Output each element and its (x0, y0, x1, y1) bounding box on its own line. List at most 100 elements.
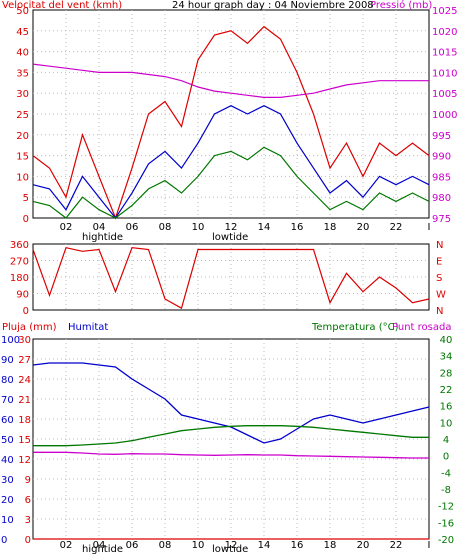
temperature-ticks: -20 -16 -12 -8 -4 0 4 10 16 22 28 34 40 (438, 335, 454, 546)
wind-direction-series (32, 247, 430, 310)
x-tick-label: 12 (225, 222, 238, 233)
pressure-tick-label: 980 (432, 193, 451, 204)
wind-speed-tick-label: 15 (16, 152, 29, 163)
humidity-tick-label: 70 (1, 395, 14, 406)
temperature-tick-label: -12 (438, 502, 454, 513)
hightide-label-1: hightide (82, 232, 123, 243)
rain-humidity-temp-series (32, 362, 430, 540)
pressure-tick-label: 1005 (432, 89, 457, 100)
compass-label: N (436, 306, 443, 317)
pressure-tick-label: 1025 (432, 6, 457, 17)
series-wind-direction (32, 247, 430, 310)
x-tick-label: I (428, 540, 431, 551)
humidity-axis-label: Humitat (68, 322, 108, 333)
direction-tick-label: 360 (10, 240, 29, 251)
rain-axis-label: Pluja (mm) (2, 322, 57, 333)
x-tick-label: 18 (324, 222, 337, 233)
x-tick-label: 16 (291, 540, 304, 551)
wind-speed-tick-label: 45 (16, 27, 29, 38)
temperature-tick-label: 40 (440, 335, 453, 346)
temperature-tick-label: -16 (438, 518, 454, 529)
rain-tick-label: 27 (18, 355, 31, 366)
series-pressi- (32, 63, 429, 99)
rain-tick-label: 30 (18, 335, 31, 346)
series-gust (32, 25, 430, 220)
wind-pressure-series (32, 25, 430, 220)
x-tick-label: 02 (60, 540, 73, 551)
wind-speed-tick-label: 40 (16, 48, 29, 59)
series-min (32, 146, 430, 219)
direction-tick-label: 0 (23, 306, 29, 317)
rain-tick-label: 24 (18, 375, 31, 386)
wind-speed-tick-label: 5 (23, 193, 29, 204)
rain-tick-label: 0 (25, 535, 31, 546)
x-tick-label: 08 (159, 540, 172, 551)
temperature-tick-label: 16 (440, 402, 453, 413)
rain-ticks: 0 3 6 9 12 15 18 21 24 27 30 (18, 335, 31, 546)
pressure-tick-label: 1000 (432, 110, 457, 121)
temperature-tick-label: 10 (440, 418, 453, 429)
rain-humidity-temp-grid (33, 339, 429, 539)
direction-tick-label: 270 (10, 257, 29, 268)
x-tick-label: 14 (258, 222, 271, 233)
pressure-ticks: 975 980 985 990 995 1000 1005 1010 1015 1020 1025 (432, 6, 457, 225)
x-tick-label: 18 (324, 540, 337, 551)
wind-speed-axis-label: Velocitat del vent (kmh) (2, 0, 122, 11)
wind-speed-tick-label: 25 (16, 110, 29, 121)
panel3-x-ticks: 02 04 06 08 10 12 14 16 18 20 22 I (60, 540, 431, 551)
wind-pressure-grid (33, 10, 429, 218)
wind-speed-tick-label: 10 (16, 172, 29, 183)
temperature-tick-label: -8 (441, 485, 451, 496)
direction-tick-label: 180 (10, 273, 29, 284)
rain-tick-label: 6 (25, 495, 31, 506)
panel1-x-ticks: 02 04 06 08 10 12 14 16 18 20 22 I (60, 222, 431, 233)
x-tick-label: 10 (192, 540, 205, 551)
x-tick-label: I (428, 222, 431, 233)
x-tick-label: 04 (93, 222, 106, 233)
rain-tick-label: 21 (18, 395, 31, 406)
x-tick-label: 22 (390, 540, 403, 551)
wind-speed-ticks: 0 5 10 15 20 25 30 35 40 45 50 (16, 6, 29, 225)
rain-tick-label: 12 (18, 455, 31, 466)
temperature-tick-label: 28 (440, 368, 453, 379)
humidity-tick-label: 40 (1, 455, 14, 466)
series-avg (32, 105, 430, 220)
humidity-tick-label: 100 (1, 335, 20, 346)
wind-direction-grid (33, 244, 429, 310)
temperature-tick-label: 0 (443, 452, 449, 463)
pressure-tick-label: 985 (432, 172, 451, 183)
temperature-tick-label: 22 (440, 385, 453, 396)
lowtide-label-3: lowtide (212, 544, 248, 555)
humidity-tick-label: 50 (1, 435, 14, 446)
x-tick-label: 02 (60, 222, 73, 233)
x-tick-label: 12 (225, 540, 238, 551)
pressure-tick-label: 1010 (432, 68, 457, 79)
lowtide-label-1: lowtide (212, 232, 248, 243)
temperature-tick-label: 4 (443, 435, 449, 446)
pressure-tick-label: 995 (432, 131, 451, 142)
series-humitat (32, 362, 430, 444)
direction-degree-ticks: 0 90 180 270 360 (10, 240, 29, 317)
temperature-tick-label: -4 (441, 468, 451, 479)
x-tick-label: 04 (93, 540, 106, 551)
humidity-tick-label: 10 (1, 515, 14, 526)
pressure-tick-label: 1020 (432, 27, 457, 38)
x-tick-label: 20 (357, 540, 370, 551)
compass-label: S (436, 273, 442, 284)
wind-speed-tick-label: 20 (16, 131, 29, 142)
compass-label: E (436, 257, 442, 268)
x-tick-label: 16 (291, 222, 304, 233)
graph-title: 24 hour graph day : 04 Noviembre 2008 (172, 0, 374, 11)
humidity-ticks: 0 10 20 30 40 50 60 70 80 90 100 (1, 335, 20, 546)
pressure-axis-label: Pressió (mb) (370, 0, 432, 11)
wind-speed-tick-label: 35 (16, 68, 29, 79)
series-punt-rosada (33, 451, 429, 459)
x-tick-label: 20 (357, 222, 370, 233)
series-temperatura (33, 425, 429, 447)
hightide-label-3: hightide (82, 544, 123, 555)
rain-tick-label: 3 (25, 515, 31, 526)
x-tick-label: 08 (159, 222, 172, 233)
humidity-tick-label: 90 (1, 355, 14, 366)
